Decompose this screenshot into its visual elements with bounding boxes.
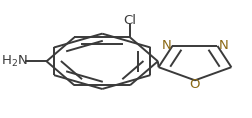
Text: H$_2$N: H$_2$N [1, 54, 27, 69]
Text: N: N [162, 38, 172, 51]
Text: N: N [218, 38, 228, 51]
Text: O: O [190, 78, 200, 91]
Text: Cl: Cl [123, 14, 137, 27]
